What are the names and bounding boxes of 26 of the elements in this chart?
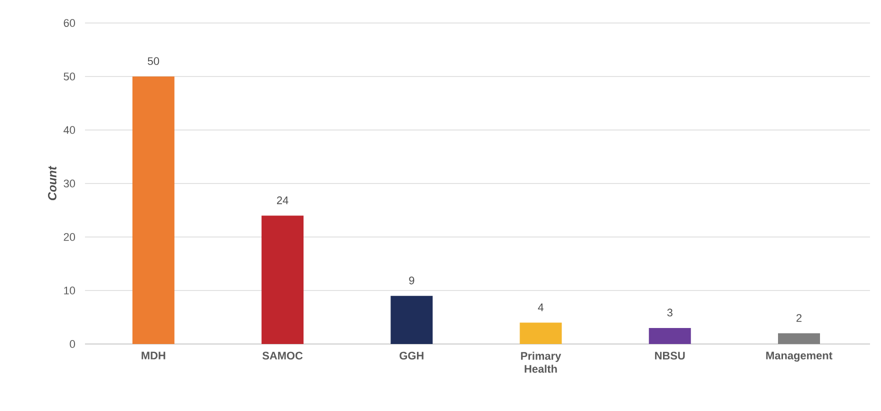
x-tick-label: SAMOC [262, 352, 303, 360]
bar [390, 296, 433, 344]
x-tick-label: Management [766, 352, 832, 362]
data-label: 2 [796, 314, 802, 322]
data-label: 3 [667, 308, 672, 316]
bar [520, 322, 562, 344]
data-label: 50 [148, 57, 160, 65]
data-label: 4 [538, 304, 544, 312]
y-tick-label: 10 [64, 286, 76, 294]
y-tick-label: 50 [64, 72, 76, 80]
y-axis-title: Count [48, 166, 56, 200]
y-tick-label: 20 [64, 233, 76, 241]
bar [648, 328, 691, 344]
data-label: 9 [409, 276, 414, 284]
x-tick-label: MDH [142, 352, 166, 360]
x-tick-label: GGH [400, 352, 424, 360]
bar [132, 76, 174, 344]
y-tick-label: 0 [70, 340, 76, 348]
x-tick-label: Primary Health [521, 352, 562, 373]
y-tick-label: 40 [64, 126, 76, 134]
x-tick-label: NBSU [655, 352, 685, 360]
y-tick-label: 30 [64, 180, 76, 188]
bar [262, 216, 304, 344]
data-label: 24 [276, 196, 288, 204]
bar [778, 333, 820, 344]
y-tick-label: 60 [64, 19, 76, 27]
